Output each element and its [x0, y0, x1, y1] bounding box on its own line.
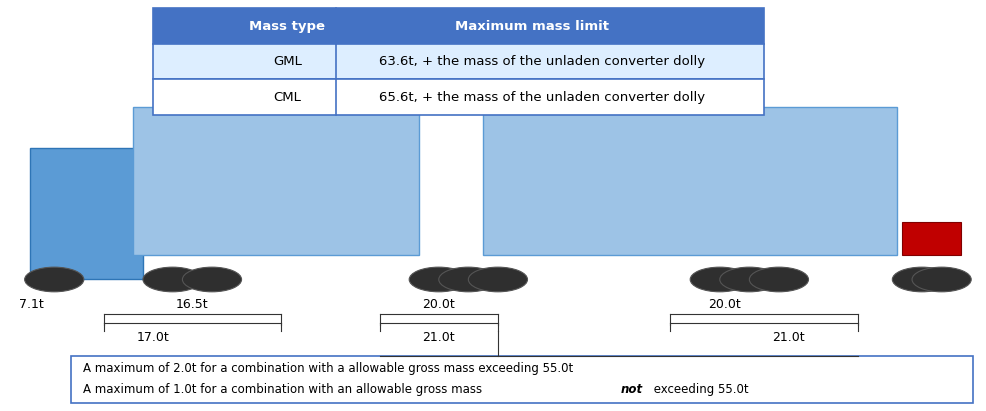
Text: 20.0t: 20.0t: [708, 298, 741, 311]
Circle shape: [749, 267, 809, 292]
Bar: [902, 222, 961, 255]
Circle shape: [182, 267, 242, 292]
Text: not: not: [620, 383, 642, 396]
Text: A maximum of 1.0t for a combination with an allowable gross mass: A maximum of 1.0t for a combination with…: [83, 383, 486, 396]
Text: exceeding 55.0t: exceeding 55.0t: [650, 383, 748, 396]
Circle shape: [892, 267, 951, 292]
Circle shape: [409, 267, 468, 292]
Circle shape: [468, 267, 528, 292]
Bar: [133, 107, 419, 255]
Text: 17.0t: 17.0t: [136, 331, 170, 344]
Text: CML: CML: [273, 91, 302, 104]
Bar: [153, 79, 764, 115]
Circle shape: [912, 267, 971, 292]
Text: 21.0t: 21.0t: [772, 331, 806, 344]
Text: 7.1t: 7.1t: [19, 298, 44, 311]
Bar: [153, 44, 764, 79]
Text: 63.6t, + the mass of the unladen converter dolly: 63.6t, + the mass of the unladen convert…: [379, 55, 705, 68]
Text: Maximum mass limit: Maximum mass limit: [455, 20, 608, 32]
Circle shape: [143, 267, 202, 292]
Bar: [30, 148, 143, 279]
Text: 20.0t: 20.0t: [422, 298, 456, 311]
Text: GML: GML: [273, 55, 302, 68]
Text: A maximum of 2.0t for a combination with a allowable gross mass exceeding 55.0t: A maximum of 2.0t for a combination with…: [83, 362, 573, 375]
Circle shape: [439, 267, 498, 292]
Bar: [483, 107, 897, 255]
Circle shape: [690, 267, 749, 292]
Bar: [71, 356, 973, 403]
Text: 65.6t, + the mass of the unladen converter dolly: 65.6t, + the mass of the unladen convert…: [379, 91, 705, 104]
Text: 21.0t: 21.0t: [422, 331, 456, 344]
Text: 16.5t: 16.5t: [176, 298, 209, 311]
Circle shape: [25, 267, 84, 292]
Circle shape: [720, 267, 779, 292]
Text: Mass type: Mass type: [249, 20, 325, 32]
Bar: [153, 8, 764, 44]
